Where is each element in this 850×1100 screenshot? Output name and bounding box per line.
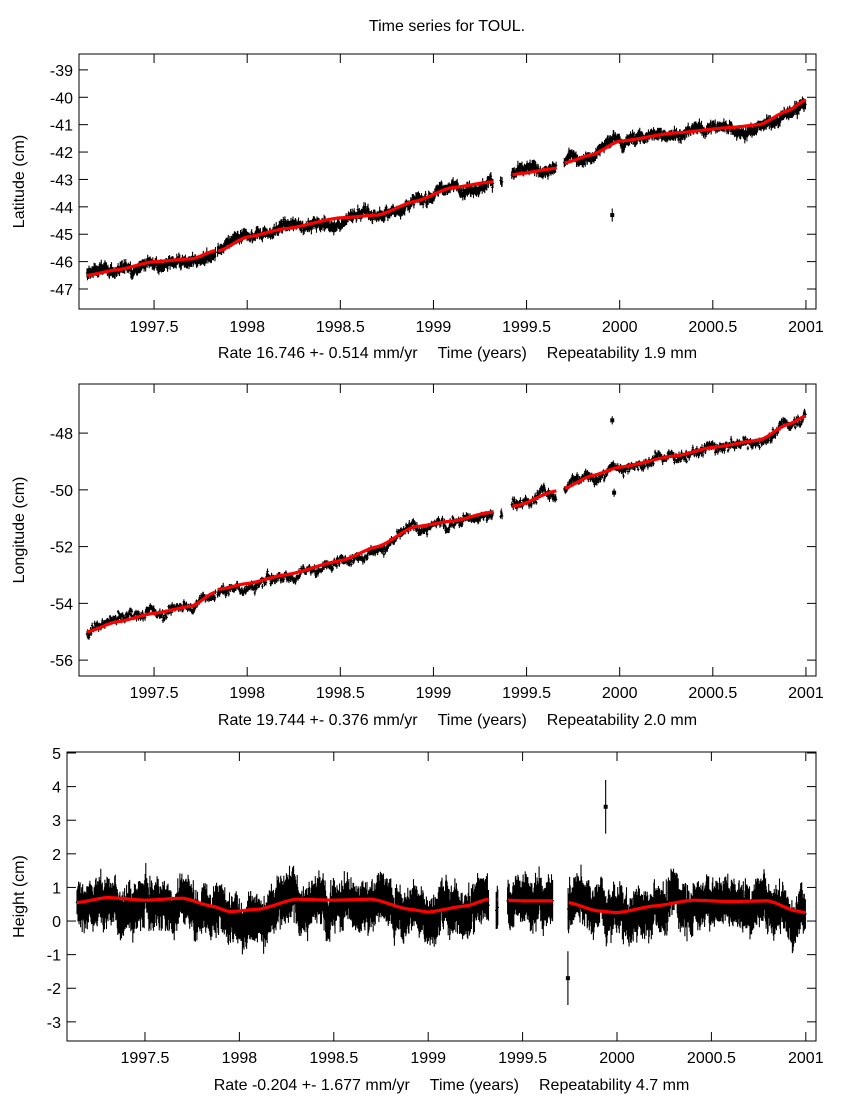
y-tick-label: -40 xyxy=(50,90,73,107)
latitude-fit-line xyxy=(86,98,807,277)
outlier-point xyxy=(603,804,608,809)
latitude-repeatability-label: Repeatability 1.9 mm xyxy=(547,345,697,362)
outlier-point xyxy=(612,490,617,495)
fit-segment xyxy=(511,489,558,508)
height-x-axis-label: Rate -0.204 +- 1.677 mm/yr Time (years) Re… xyxy=(214,1077,690,1094)
y-tick-label: -44 xyxy=(50,200,73,217)
longitude-x-axis-label: Rate 19.744 +- 0.376 mm/yr Time (years) Re… xyxy=(218,712,697,729)
height-time-label: Time (years) xyxy=(430,1077,519,1094)
y-tick-label: -41 xyxy=(50,118,73,135)
height-data-points xyxy=(75,779,807,1006)
y-tick-label: -43 xyxy=(50,172,73,189)
latitude-time-label: Time (years) xyxy=(438,345,527,362)
x-tick-label: 1999 xyxy=(416,685,452,702)
y-tick-label: -52 xyxy=(50,540,73,557)
x-tick-label: 2000 xyxy=(602,319,638,336)
x-tick-label: 2000.5 xyxy=(688,685,737,702)
longitude-ticks: 1997.5 1998 1998.5 1999 1999.5 2000 2000.5 2001… xyxy=(50,384,824,702)
height-fit-line xyxy=(76,895,807,915)
x-tick-label: 2001 xyxy=(788,1050,824,1067)
longitude-y-axis-label: Longitude (cm) xyxy=(11,477,28,584)
latitude-rate-label: Rate 16.746 +- 0.514 mm/yr xyxy=(218,345,418,362)
latitude-x-axis-label: Rate 16.746 +- 0.514 mm/yr Time (years) Re… xyxy=(218,345,697,362)
x-tick-label: 2001 xyxy=(788,319,824,336)
longitude-rate-label: Rate 19.744 +- 0.376 mm/yr xyxy=(218,712,418,729)
latitude-ticks: 1997.5 1998 1998.5 1999 1999.5 2000 2000.5 2001… xyxy=(50,54,824,336)
y-tick-label: 0 xyxy=(52,914,61,931)
x-tick-label: 1998.5 xyxy=(309,1050,358,1067)
x-tick-label: 1998 xyxy=(229,319,265,336)
y-tick-label: 2 xyxy=(52,847,61,864)
x-tick-label: 2000.5 xyxy=(687,1050,736,1067)
x-tick-label: 1999.5 xyxy=(498,1050,547,1067)
height-rate-label: Rate -0.204 +- 1.677 mm/yr xyxy=(214,1077,411,1094)
x-tick-label: 1998.5 xyxy=(316,319,365,336)
y-tick-label: -39 xyxy=(50,63,73,80)
fit-segment xyxy=(217,179,494,253)
fit-segment xyxy=(563,414,807,490)
outlier-point xyxy=(565,976,570,981)
x-tick-label: 1998 xyxy=(222,1050,258,1067)
longitude-repeatability-label: Repeatability 2.0 mm xyxy=(547,712,697,729)
y-tick-label: 5 xyxy=(52,746,61,763)
y-tick-label: -42 xyxy=(50,145,73,162)
longitude-fit-line xyxy=(86,414,807,634)
height-ticks: 1997.5 1998 1998.5 1999 1999.5 2000 2000.5 2001… xyxy=(47,746,824,1067)
x-tick-label: 1998 xyxy=(229,685,265,702)
y-tick-label: -54 xyxy=(50,596,73,613)
y-tick-label: 3 xyxy=(52,813,61,830)
outlier-point xyxy=(610,213,615,218)
fit-segment xyxy=(507,898,554,903)
y-tick-label: -3 xyxy=(47,1015,61,1032)
y-tick-label: -47 xyxy=(50,282,73,299)
y-tick-label: 4 xyxy=(52,780,61,797)
y-tick-label: -46 xyxy=(50,255,73,272)
x-tick-label: 1999.5 xyxy=(502,319,551,336)
x-tick-label: 1997.5 xyxy=(121,1050,170,1067)
longitude-plot-frame xyxy=(78,383,817,677)
y-tick-label: -56 xyxy=(50,653,73,670)
x-tick-label: 1998.5 xyxy=(316,685,365,702)
x-tick-label: 1999 xyxy=(410,1050,446,1067)
y-tick-label: -48 xyxy=(50,426,73,443)
x-tick-label: 1997.5 xyxy=(130,319,179,336)
x-tick-label: 1999.5 xyxy=(502,685,551,702)
y-tick-label: 1 xyxy=(52,880,61,897)
y-tick-label: -1 xyxy=(47,948,61,965)
fit-segment xyxy=(563,98,807,165)
fit-segment xyxy=(217,510,494,592)
x-tick-label: 1997.5 xyxy=(130,685,179,702)
x-tick-label: 2001 xyxy=(788,685,824,702)
x-tick-label: 2000 xyxy=(599,1050,635,1067)
latitude-y-axis-label: Latitude (cm) xyxy=(11,135,28,228)
x-tick-label: 1999 xyxy=(416,319,452,336)
longitude-time-label: Time (years) xyxy=(438,712,527,729)
fit-segment xyxy=(76,895,490,914)
fit-segment xyxy=(511,166,558,177)
x-tick-label: 2000 xyxy=(602,685,638,702)
longitude-panel: 1997.5 1998 1998.5 1999 1999.5 2000 2000.5 2001… xyxy=(11,383,824,729)
outlier-point xyxy=(610,418,615,423)
x-tick-label: 2000.5 xyxy=(688,319,737,336)
latitude-panel: 1997.5 1998 1998.5 1999 1999.5 2000 2000.5 2001… xyxy=(11,53,824,362)
y-tick-label: -2 xyxy=(47,981,61,998)
fit-segment xyxy=(86,249,216,277)
height-y-axis-label: Height (cm) xyxy=(11,855,28,938)
y-tick-label: -50 xyxy=(50,483,73,500)
height-plot-frame xyxy=(66,751,817,1042)
figure-title: Time series for TOUL. xyxy=(369,18,525,35)
y-tick-label: -45 xyxy=(50,227,73,244)
fit-segment xyxy=(86,590,216,634)
latitude-plot-frame xyxy=(78,53,817,310)
fit-segment xyxy=(567,898,807,915)
height-repeatability-label: Repeatability 4.7 mm xyxy=(539,1077,689,1094)
height-panel: 1997.5 1998 1998.5 1999 1999.5 2000 2000.5 2001… xyxy=(11,746,823,1094)
